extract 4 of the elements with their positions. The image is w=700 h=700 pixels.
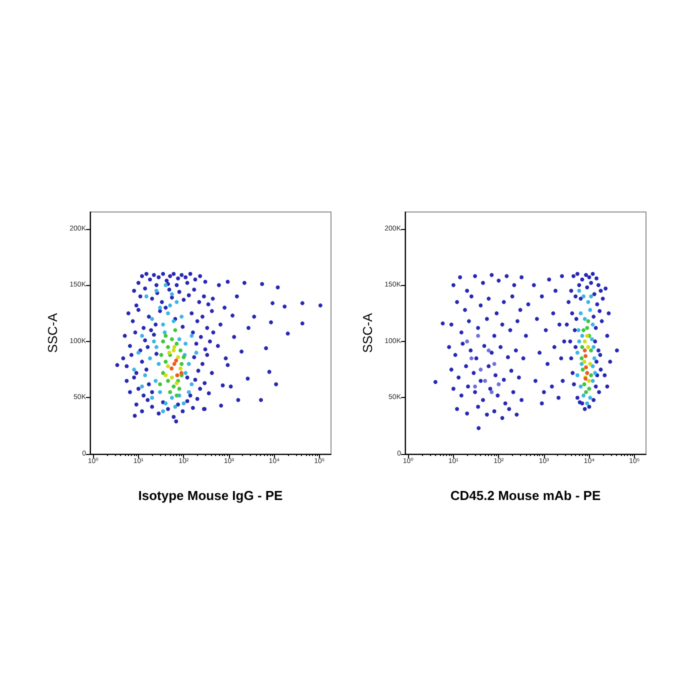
y-axis-title: SSC-A	[44, 312, 60, 353]
x-axis-title: Isotype Mouse IgG - PE	[138, 488, 284, 503]
x-axis-title: CD45.2 Mouse mAb - PE	[450, 488, 601, 503]
y-axis-title: SSC-A	[360, 312, 375, 353]
